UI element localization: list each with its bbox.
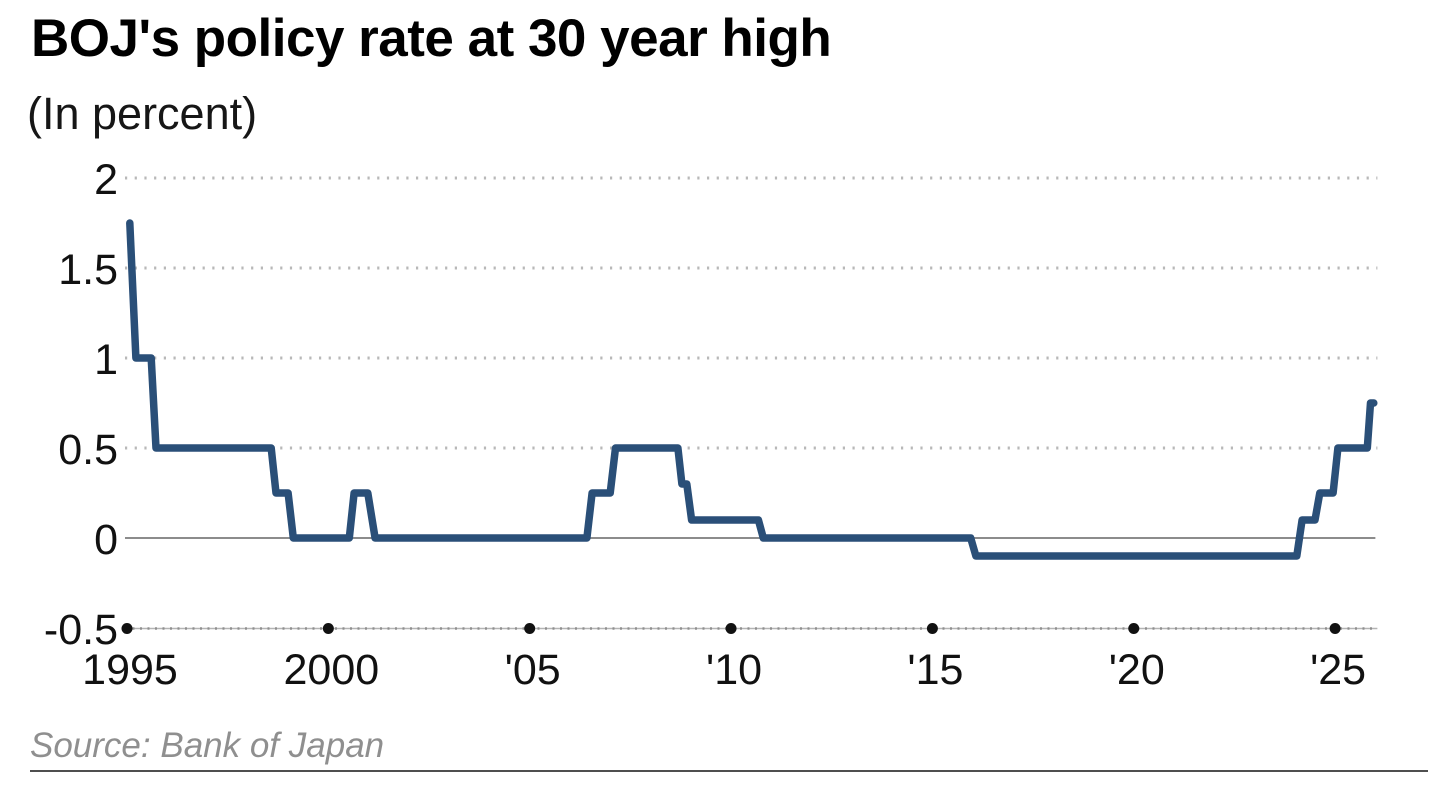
chart-subtitle: (In percent) — [27, 88, 258, 139]
x-axis-tick-dot — [926, 623, 938, 634]
chart-title: BOJ's policy rate at 30 year high — [31, 9, 832, 68]
x-tick-label: '05 — [505, 646, 561, 694]
x-tick-label: '20 — [1109, 646, 1165, 694]
bottom-divider-rule — [30, 770, 1428, 772]
x-tick-label: '15 — [907, 646, 963, 694]
x-tick-label: '25 — [1310, 646, 1366, 694]
x-axis-tick-dot — [322, 623, 334, 634]
x-tick-label: 1995 — [82, 646, 178, 694]
x-axis-tick-dot — [725, 623, 737, 634]
x-axis-tick-dot — [1128, 623, 1140, 634]
y-tick-label: -0.5 — [44, 606, 118, 654]
policy-rate-line — [126, 219, 1378, 560]
y-tick-label: 0.5 — [58, 426, 118, 474]
x-axis-tick-dot — [1329, 623, 1341, 634]
x-axis-tick-dot — [121, 623, 133, 634]
y-tick-label: 1 — [94, 336, 118, 384]
y-tick-label: 2 — [94, 156, 118, 204]
y-tick-label: 1.5 — [58, 246, 118, 294]
source-attribution: Source: Bank of Japan — [30, 726, 385, 765]
x-tick-label: '10 — [706, 646, 762, 694]
x-tick-label: 2000 — [284, 646, 380, 694]
y-tick-label: 0 — [94, 516, 118, 564]
x-axis-tick-dot — [524, 623, 536, 634]
